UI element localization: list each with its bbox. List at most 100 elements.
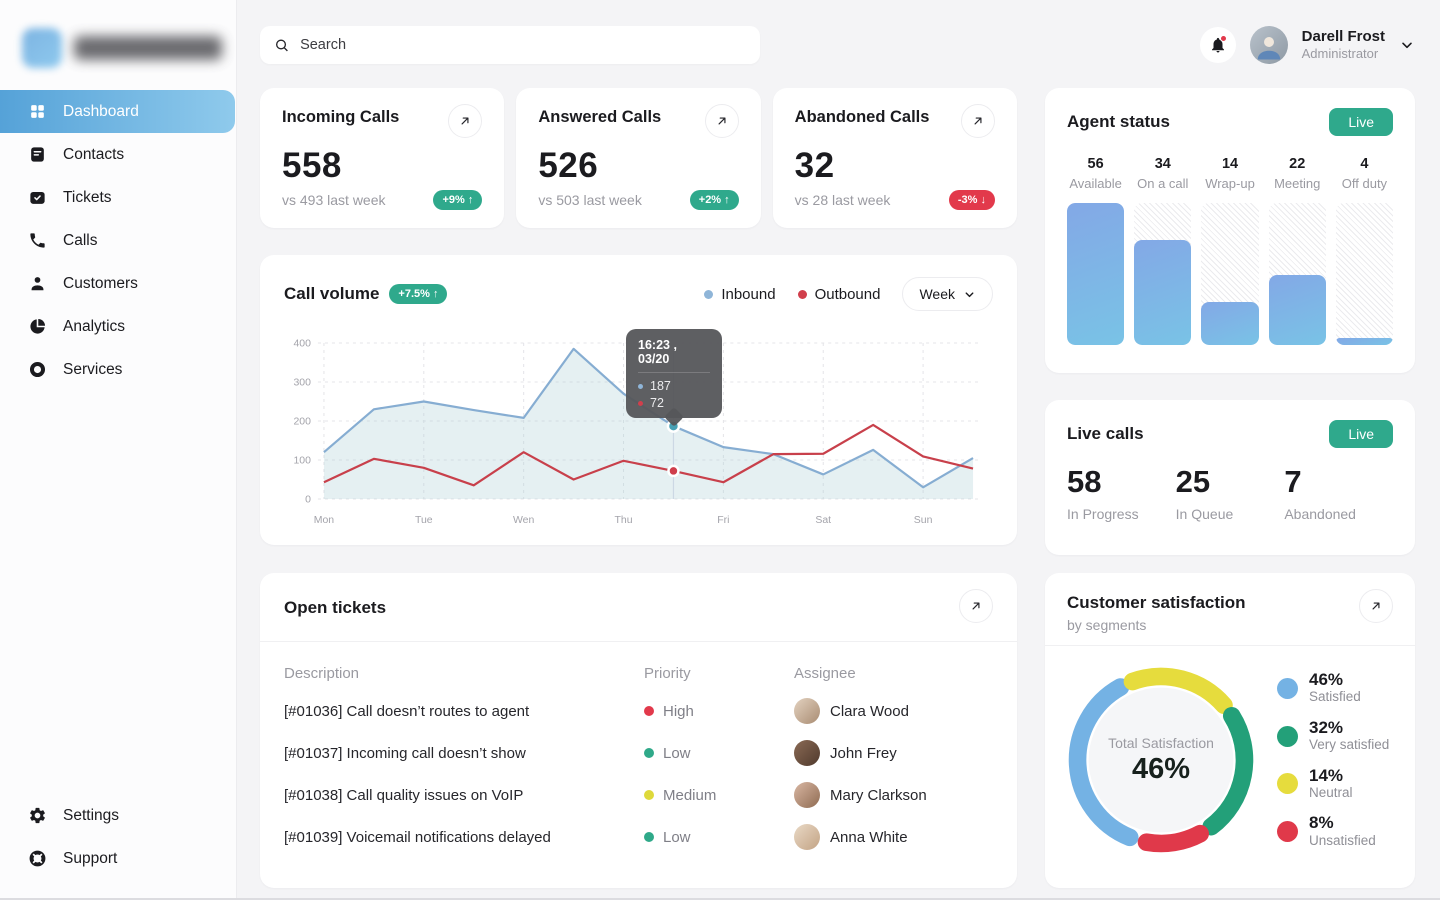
agent-count: 4 <box>1360 156 1369 172</box>
sidebar-item-calls[interactable]: Calls <box>0 219 236 262</box>
tooltip-outbound-value: 72 <box>650 396 664 410</box>
unsatisfied-dot-icon <box>1277 821 1298 843</box>
donut-svg <box>1068 667 1254 853</box>
satisfaction-legend: 46% Satisfied 32% Very satisfied 14% Neutra… <box>1277 670 1397 850</box>
notifications-button[interactable] <box>1199 27 1236 63</box>
customer-satisfaction-card: Customer satisfaction by segments Total … <box>1045 573 1415 888</box>
sidebar-item-label: Dashboard <box>63 102 139 120</box>
sidebar-item-customers[interactable]: Customers <box>0 262 236 305</box>
stat-label: Abandoned <box>1284 506 1356 522</box>
user-avatar[interactable] <box>1249 26 1288 64</box>
bar-on-a-call <box>1134 203 1192 345</box>
satisfaction-subtitle: by segments <box>1067 617 1147 633</box>
agent-label: Meeting <box>1274 176 1321 191</box>
outbound-dot-icon <box>797 289 807 299</box>
sidebar-item-dashboard[interactable]: Dashboard <box>0 90 235 133</box>
kpi-value: 526 <box>538 146 599 185</box>
svg-text:100: 100 <box>293 455 311 466</box>
svg-text:Tue: Tue <box>415 515 433 526</box>
sidebar-item-label: Calls <box>63 231 98 249</box>
logo-wordmark <box>74 36 222 60</box>
call-volume-chart[interactable]: 0 100 200 300 400 Mon Tue Wen Thu Fri Sat Sun 16:23… <box>284 319 993 531</box>
table-row[interactable]: [#01038] Call quality issues on VoIP Med… <box>284 774 993 816</box>
sidebar-item-analytics[interactable]: Analytics <box>0 305 236 348</box>
arrow-up-right-icon <box>461 117 469 125</box>
bar-wrap-up <box>1201 203 1259 345</box>
contacts-icon <box>31 147 44 162</box>
arrow-up-right-icon <box>972 602 980 610</box>
agent-label: Available <box>1069 176 1122 191</box>
legend-unsatisfied: 8% Unsatisfied <box>1277 814 1397 849</box>
open-details-button[interactable] <box>959 589 993 623</box>
legend-outbound[interactable]: Outbound <box>797 285 881 303</box>
open-details-button[interactable] <box>960 104 995 138</box>
sidebar-item-support[interactable]: Support <box>0 837 236 880</box>
search-bar[interactable] <box>260 26 760 64</box>
avatar <box>794 824 820 850</box>
table-row[interactable]: [#01039] Voicemail notifications delayed… <box>284 816 993 858</box>
avatar <box>794 782 820 808</box>
period-select[interactable]: Week <box>902 277 993 311</box>
live-calls-card: Live calls Live 58 In Progress 25 In Queue… <box>1045 400 1415 555</box>
sidebar-item-label: Settings <box>63 806 120 824</box>
outbound-dot-icon <box>638 400 643 406</box>
svg-text:Mon: Mon <box>314 515 335 526</box>
gear-icon <box>30 807 45 824</box>
agent-label: Wrap-up <box>1205 176 1255 191</box>
sidebar-item-services[interactable]: Services <box>0 348 236 391</box>
chevron-down-icon[interactable] <box>1399 37 1415 53</box>
bar-fill <box>1268 275 1326 345</box>
inbound-dot-icon <box>638 383 643 389</box>
donut-center-value: 46% <box>1131 752 1191 785</box>
open-details-button[interactable] <box>448 104 483 138</box>
legend-label: Satisfied <box>1309 689 1361 705</box>
table-row[interactable]: [#01036] Call doesn’t routes to agent Hi… <box>284 690 993 732</box>
agent-status-card: Agent status Live 56 Available 34 On a cal… <box>1045 88 1415 373</box>
agent-count: 56 <box>1087 156 1104 172</box>
search-input[interactable] <box>300 37 746 53</box>
search-icon <box>276 38 288 51</box>
legend-label: Outbound <box>814 285 881 303</box>
assignee-name: Anna White <box>830 828 908 846</box>
call-volume-card: Call volume +7.5% ↑ Inbound Outbound <box>260 255 1017 545</box>
sidebar-item-label: Customers <box>63 274 138 292</box>
column-description: Description <box>284 664 360 682</box>
agent-count: 22 <box>1289 156 1306 172</box>
logo-icon <box>22 28 62 68</box>
open-tickets-title: Open tickets <box>284 598 387 617</box>
bar-fill <box>1335 337 1394 345</box>
bar-meeting <box>1268 203 1326 345</box>
stat-label: In Progress <box>1067 506 1139 522</box>
pie-chart-icon <box>30 318 46 334</box>
top-bar: Darell Frost Administrator <box>260 25 1415 65</box>
open-tickets-card: Open tickets Description Priority Assign… <box>260 573 1017 888</box>
open-details-button[interactable] <box>704 104 739 138</box>
main-content: Darell Frost Administrator Incoming Call… <box>237 0 1440 900</box>
open-details-button[interactable] <box>1359 589 1393 623</box>
dashboard-icon <box>31 105 44 118</box>
assignee-name: John Frey <box>830 744 897 762</box>
sidebar-item-label: Contacts <box>63 145 125 163</box>
legend-inbound[interactable]: Inbound <box>704 286 776 303</box>
live-badge: Live <box>1329 420 1393 448</box>
sidebar-item-settings[interactable]: Settings <box>0 794 236 837</box>
svg-text:0: 0 <box>305 494 311 505</box>
table-row[interactable]: [#01037] Incoming call doesn’t show Low … <box>284 732 993 774</box>
satisfaction-donut-chart: Total Satisfaction 46% <box>1059 658 1263 862</box>
priority-label: Low <box>663 744 691 762</box>
agent-status-values: 56 Available 34 On a call 14 Wrap-up 22 Meet… <box>1067 156 1393 191</box>
kpi-value: 558 <box>282 146 342 185</box>
svg-text:400: 400 <box>293 338 311 349</box>
satisfaction-title: Customer satisfaction <box>1067 593 1246 612</box>
tickets-icon <box>30 191 45 204</box>
line-chart-svg: 0 100 200 300 400 Mon Tue Wen Thu Fri Sat Sun <box>293 338 980 526</box>
sidebar-item-label: Services <box>63 360 123 378</box>
sidebar-item-contacts[interactable]: Contacts <box>0 133 236 176</box>
svg-text:Wen: Wen <box>513 515 535 526</box>
kpi-value: 32 <box>794 146 835 185</box>
sidebar-bottom: Settings Support <box>0 794 236 880</box>
bar-fill <box>1134 239 1192 345</box>
kpi-trend-badge: +2% ↑ <box>689 190 739 210</box>
sidebar-item-tickets[interactable]: Tickets <box>0 176 236 219</box>
neutral-dot-icon <box>1277 773 1298 795</box>
